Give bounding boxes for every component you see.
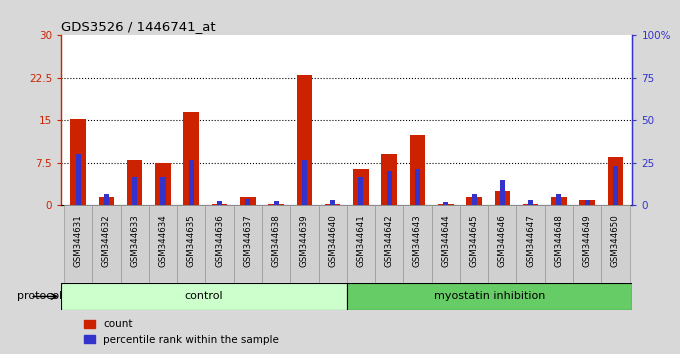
Text: GSM344646: GSM344646 [498, 215, 507, 267]
Bar [318, 205, 347, 283]
Text: GSM344645: GSM344645 [470, 215, 479, 267]
Bar [132, 177, 137, 205]
Bar [75, 154, 81, 205]
Bar [189, 160, 194, 205]
Text: GSM344634: GSM344634 [158, 215, 167, 267]
Bar [269, 204, 284, 205]
Text: GSM344631: GSM344631 [73, 215, 83, 267]
Bar [579, 200, 595, 205]
Bar [460, 205, 488, 283]
Text: GSM344637: GSM344637 [243, 215, 252, 267]
Text: GSM344632: GSM344632 [102, 215, 111, 267]
Bar [347, 205, 375, 283]
Bar [64, 205, 92, 283]
Bar [325, 204, 341, 205]
Bar [573, 205, 601, 283]
Bar [99, 197, 114, 205]
Bar [217, 201, 222, 205]
Text: GSM344648: GSM344648 [554, 215, 563, 267]
Text: GSM344636: GSM344636 [215, 215, 224, 267]
Bar [245, 199, 250, 205]
Bar [71, 119, 86, 205]
Text: GSM344638: GSM344638 [271, 215, 281, 267]
Bar [403, 205, 432, 283]
Bar [177, 205, 205, 283]
Bar [127, 160, 143, 205]
Bar [415, 169, 420, 205]
Bar [149, 205, 177, 283]
Bar [471, 194, 477, 205]
Bar [92, 205, 120, 283]
Text: GDS3526 / 1446741_at: GDS3526 / 1446741_at [61, 20, 216, 33]
Text: GSM344639: GSM344639 [300, 215, 309, 267]
Bar [523, 204, 539, 205]
Text: myostatin inhibition: myostatin inhibition [434, 291, 545, 302]
Bar [302, 160, 307, 205]
Bar [347, 283, 632, 310]
Bar [262, 205, 290, 283]
Bar [551, 197, 566, 205]
Bar [353, 169, 369, 205]
Bar [517, 205, 545, 283]
Bar [296, 75, 312, 205]
Bar [330, 200, 335, 205]
Bar [528, 200, 533, 205]
Bar [234, 205, 262, 283]
Bar [438, 204, 454, 205]
Bar [184, 112, 199, 205]
Bar [432, 205, 460, 283]
Bar [601, 205, 630, 283]
Bar [613, 166, 618, 205]
Text: GSM344633: GSM344633 [131, 215, 139, 267]
Bar [155, 163, 171, 205]
Bar [488, 205, 517, 283]
Legend: count, percentile rank within the sample: count, percentile rank within the sample [80, 315, 283, 349]
Bar [500, 180, 505, 205]
Bar [375, 205, 403, 283]
Text: GSM344644: GSM344644 [441, 215, 450, 267]
Bar [545, 205, 573, 283]
Bar [466, 197, 482, 205]
Bar [61, 283, 347, 310]
Bar [211, 204, 227, 205]
Text: GSM344643: GSM344643 [413, 215, 422, 267]
Bar [443, 202, 448, 205]
Text: GSM344635: GSM344635 [187, 215, 196, 267]
Bar [120, 205, 149, 283]
Text: GSM344649: GSM344649 [583, 215, 592, 267]
Text: GSM344647: GSM344647 [526, 215, 535, 267]
Bar [240, 197, 256, 205]
Bar [494, 191, 510, 205]
Bar [205, 205, 234, 283]
Bar [104, 194, 109, 205]
Bar [556, 194, 562, 205]
Text: GSM344642: GSM344642 [385, 215, 394, 267]
Bar [160, 177, 165, 205]
Text: GSM344640: GSM344640 [328, 215, 337, 267]
Text: GSM344650: GSM344650 [611, 215, 620, 267]
Bar [273, 201, 279, 205]
Text: control: control [185, 291, 223, 302]
Bar [608, 157, 623, 205]
Bar [381, 154, 397, 205]
Bar [358, 177, 364, 205]
Bar [387, 171, 392, 205]
Bar [585, 200, 590, 205]
Bar [410, 135, 425, 205]
Bar [290, 205, 318, 283]
Text: protocol: protocol [17, 291, 63, 302]
Text: GSM344641: GSM344641 [356, 215, 365, 267]
